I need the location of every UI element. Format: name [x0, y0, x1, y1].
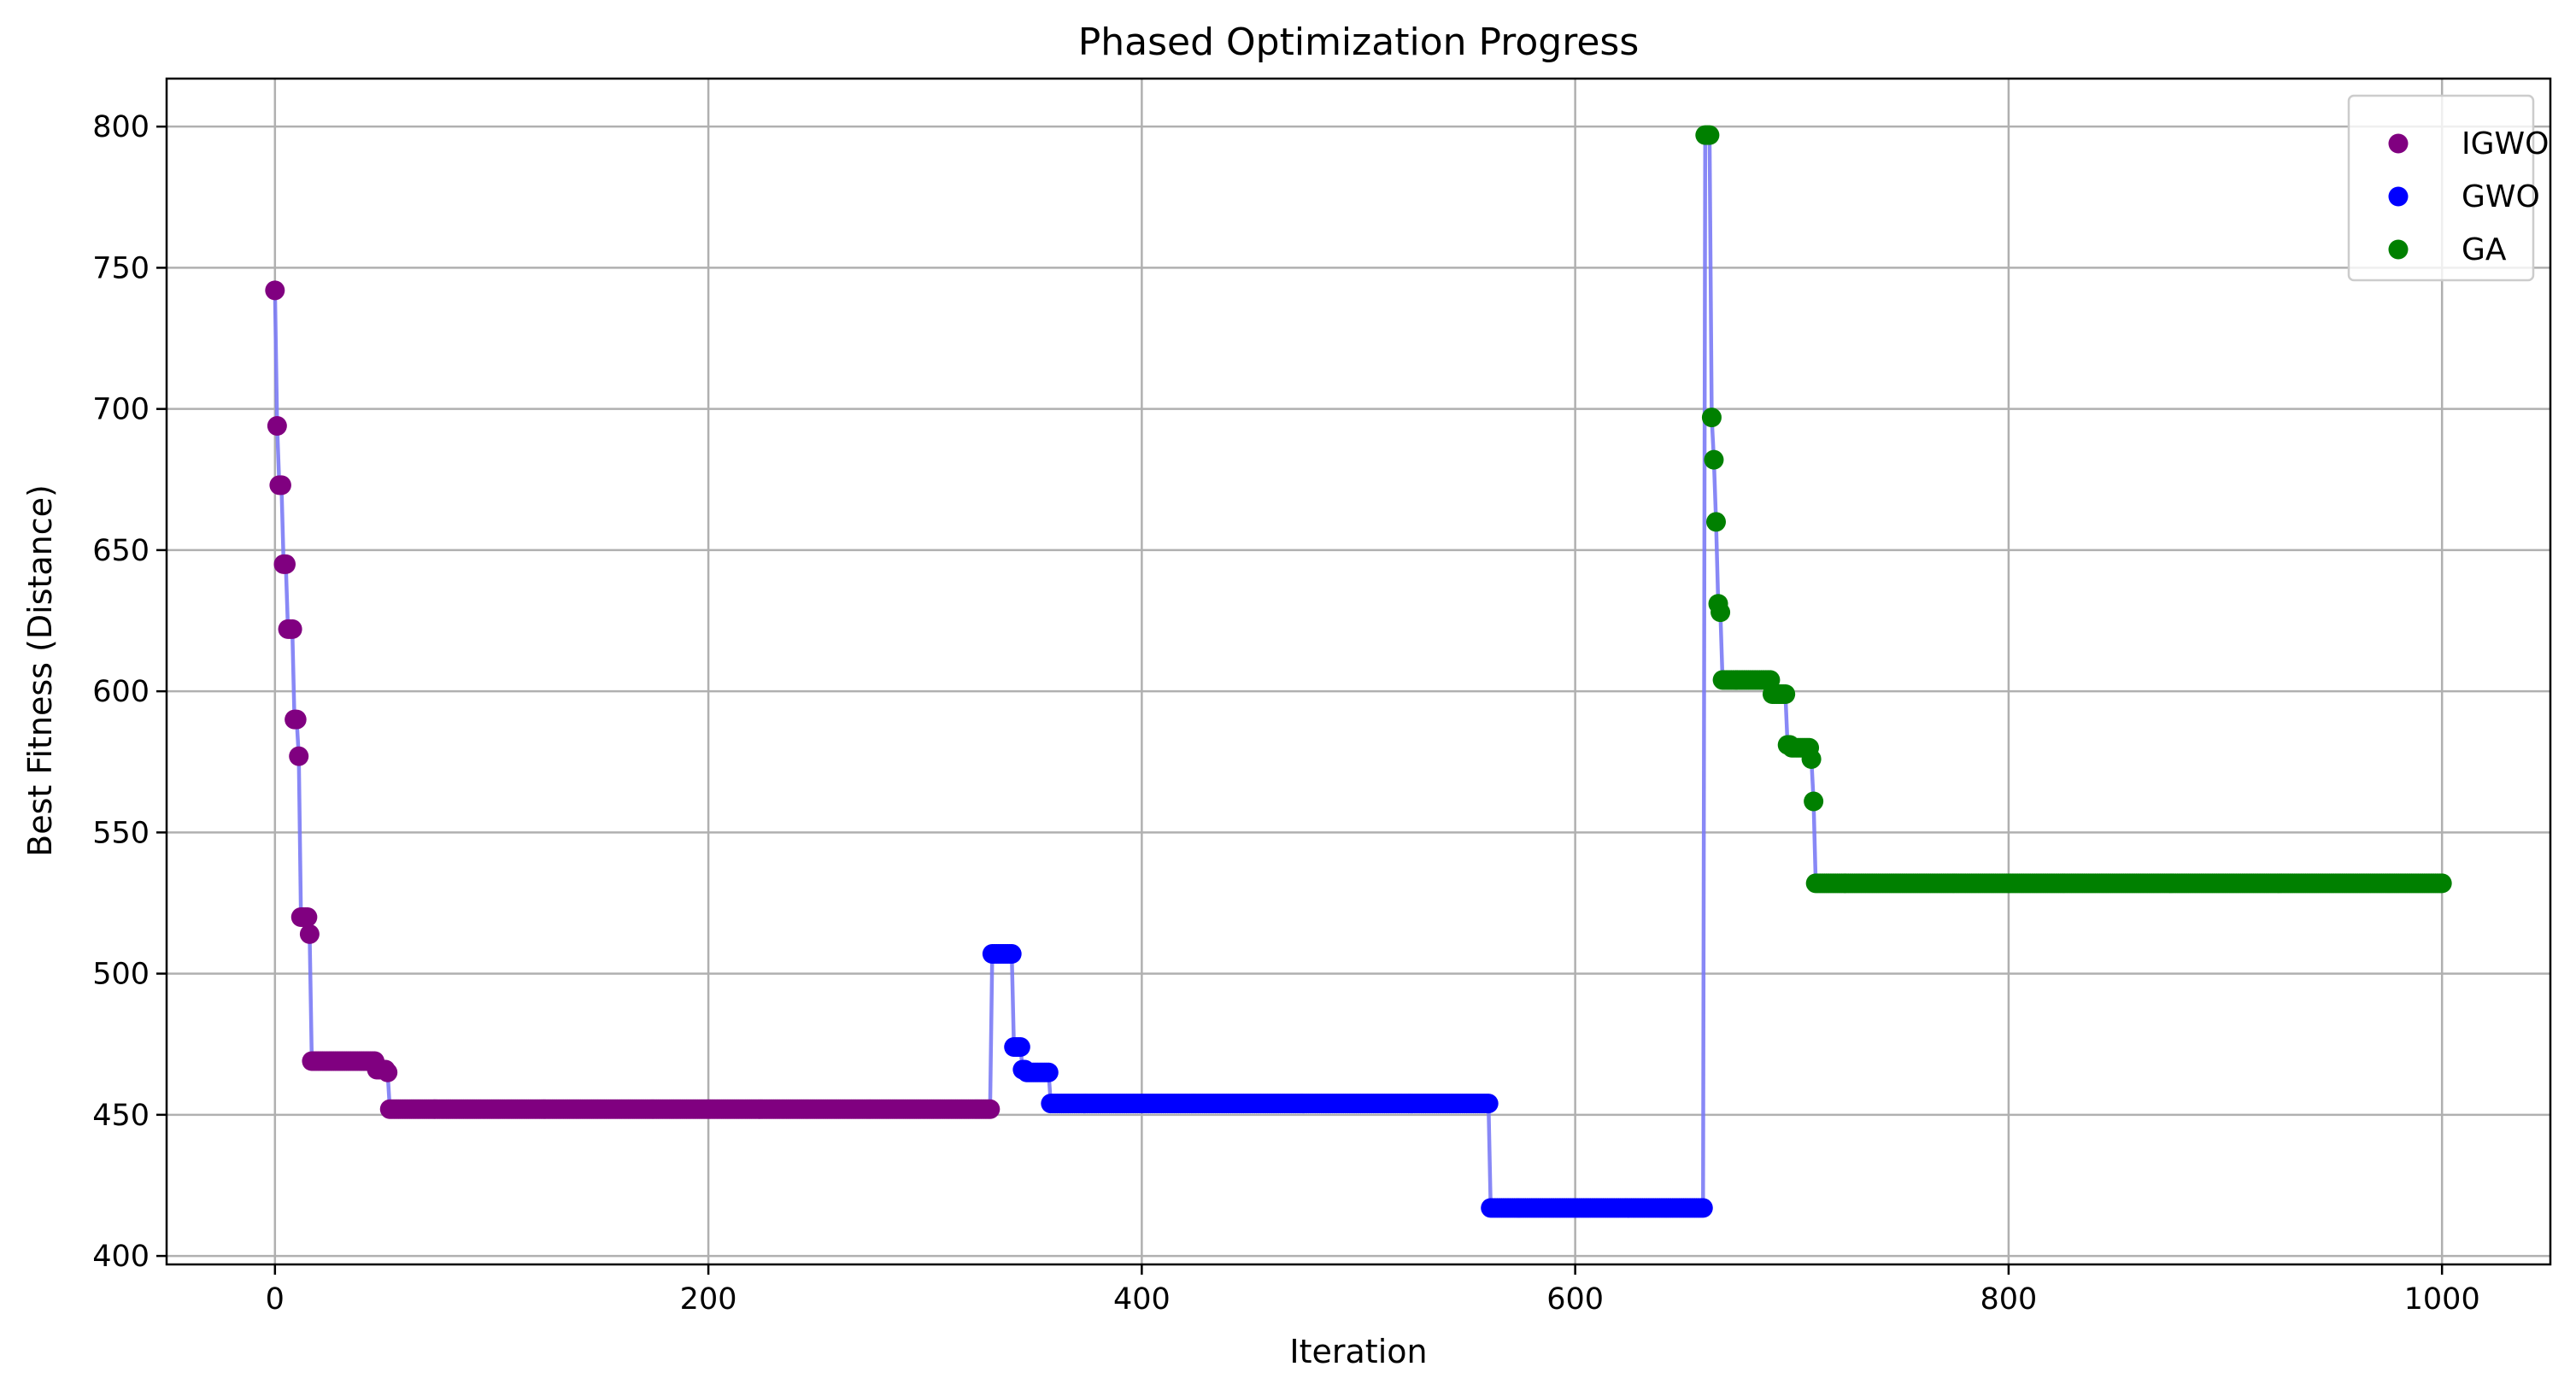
legend-marker — [2388, 133, 2409, 154]
y-tick-label: 500 — [92, 958, 150, 992]
data-point — [1706, 512, 1726, 532]
data-point — [286, 709, 307, 730]
data-point — [299, 924, 320, 944]
y-tick-label: 650 — [92, 534, 150, 568]
plot-frame — [165, 77, 2552, 1266]
data-point — [276, 554, 296, 574]
chart-title: Phased Optimization Progress — [1078, 21, 1640, 64]
data-point — [1801, 748, 1822, 769]
x-tick-label: 200 — [680, 1282, 737, 1317]
x-tick-label: 400 — [1113, 1282, 1171, 1317]
series-gwo — [982, 943, 1713, 1218]
legend: IGWO GWO GA — [2347, 94, 2549, 282]
data-point — [1001, 943, 1022, 964]
data-point — [271, 475, 291, 496]
x-tick-label: 800 — [1980, 1282, 2038, 1317]
x-tick-label: 1000 — [2404, 1282, 2480, 1317]
data-point — [1478, 1094, 1499, 1114]
data-point — [1704, 449, 1724, 470]
data-point — [980, 1099, 1000, 1119]
x-axis-label: Iteration — [1289, 1333, 1427, 1370]
data-point — [1710, 602, 1731, 623]
data-point — [265, 280, 285, 301]
legend-label: GA — [2462, 232, 2507, 267]
y-tick-label: 450 — [92, 1099, 150, 1133]
data-point — [1010, 1037, 1030, 1058]
y-tick-label: 550 — [92, 816, 150, 850]
legend-marker — [2388, 186, 2409, 207]
data-point — [282, 619, 302, 639]
axis-ticks: 0 200 400 600 800 1000 400 450 500 550 600 650 700 75… — [92, 110, 2480, 1317]
data-point — [1775, 683, 1796, 704]
data-point — [1693, 1198, 1713, 1218]
legend-label: GWO — [2462, 179, 2540, 214]
legend-marker — [2388, 239, 2409, 260]
series-ga — [1695, 125, 2452, 894]
x-tick-label: 0 — [266, 1282, 285, 1317]
data-point — [1804, 791, 1824, 812]
legend-label: IGWO — [2462, 126, 2549, 161]
data-point — [297, 907, 318, 928]
data-point — [2432, 873, 2452, 894]
y-axis-label: Best Fitness (Distance) — [21, 484, 59, 857]
y-tick-label: 700 — [92, 393, 150, 427]
data-point — [1701, 408, 1722, 428]
series-igwo — [265, 280, 1000, 1119]
data-point — [289, 746, 309, 766]
y-tick-label: 800 — [92, 110, 150, 144]
y-tick-label: 600 — [92, 675, 150, 709]
x-tick-label: 600 — [1546, 1282, 1604, 1317]
y-tick-label: 750 — [92, 251, 150, 285]
y-tick-label: 400 — [92, 1240, 150, 1274]
data-point — [1038, 1062, 1059, 1082]
data-point — [378, 1062, 398, 1082]
data-point — [267, 415, 287, 436]
plot-points — [265, 125, 2452, 1218]
data-point — [1699, 125, 1720, 145]
